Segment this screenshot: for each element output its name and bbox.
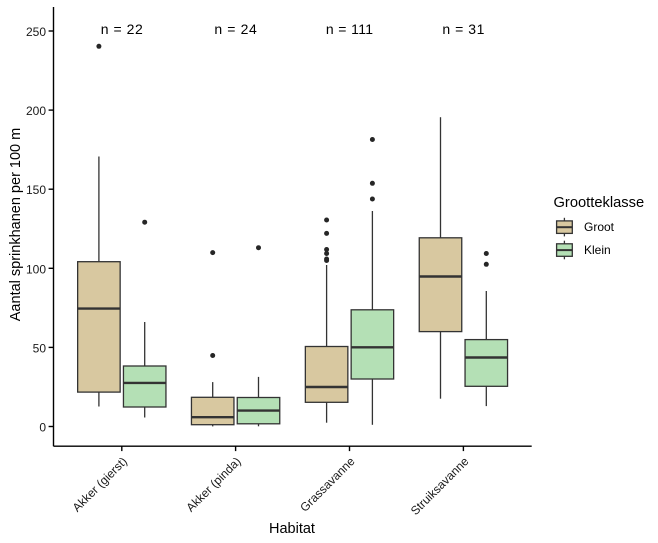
svg-text:Habitat: Habitat	[269, 521, 315, 537]
svg-text:250: 250	[26, 25, 46, 39]
svg-text:150: 150	[26, 183, 46, 197]
svg-text:n = 111: n = 111	[326, 21, 373, 37]
svg-text:200: 200	[26, 104, 46, 118]
svg-text:n = 31: n = 31	[442, 21, 484, 37]
svg-text:n = 22: n = 22	[101, 21, 143, 37]
svg-text:Grootteklasse: Grootteklasse	[554, 195, 645, 211]
svg-text:50: 50	[33, 341, 47, 355]
svg-text:Aantal sprinkhanen per 100 m: Aantal sprinkhanen per 100 m	[8, 128, 24, 321]
svg-text:0: 0	[39, 421, 46, 435]
svg-text:Groot: Groot	[584, 220, 615, 234]
svg-text:100: 100	[26, 262, 46, 276]
svg-text:Klein: Klein	[584, 243, 611, 257]
svg-text:n = 24: n = 24	[214, 21, 257, 37]
